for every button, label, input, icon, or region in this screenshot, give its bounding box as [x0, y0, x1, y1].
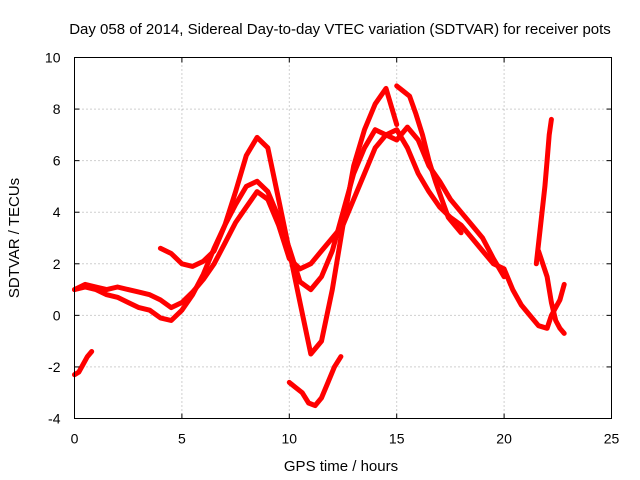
y-axis-label: SDTVAR / TECUs — [6, 178, 23, 298]
x-tick-label: 15 — [389, 431, 405, 447]
x-axis-label: GPS time / hours — [284, 458, 398, 475]
series-line-sat-f — [72, 349, 95, 378]
y-tick-label: 10 — [45, 50, 61, 66]
y-tick-label: -2 — [48, 359, 61, 375]
x-tick-label: 5 — [178, 431, 186, 447]
data-series — [72, 83, 567, 409]
x-tick-label: 10 — [282, 431, 298, 447]
series-line-sat-i — [536, 248, 567, 336]
y-tick-label: -4 — [48, 411, 61, 427]
x-tick-label: 0 — [71, 431, 79, 447]
chart-title: Day 058 of 2014, Sidereal Day-to-day VTE… — [69, 21, 611, 38]
y-tick-label: 4 — [53, 204, 61, 220]
y-ticks: -4 -2 0 2 4 6 8 10 — [45, 50, 612, 427]
series-line-sat-e — [394, 83, 464, 236]
series-line-sat-d — [286, 354, 344, 409]
series-line-sat-g — [501, 266, 567, 331]
x-ticks: 0 5 10 15 20 25 — [71, 57, 620, 447]
x-tick-label: 20 — [496, 431, 512, 447]
x-tick-label: 25 — [604, 431, 620, 447]
series-line-sat-a — [72, 127, 507, 311]
y-tick-label: 0 — [53, 307, 61, 323]
series-line-sat-c — [157, 85, 400, 357]
y-tick-label: 8 — [53, 101, 61, 117]
plot-frame — [74, 57, 612, 419]
y-tick-label: 6 — [53, 153, 61, 169]
series-line-sat-h — [533, 116, 554, 267]
y-tick-label: 2 — [53, 256, 61, 272]
